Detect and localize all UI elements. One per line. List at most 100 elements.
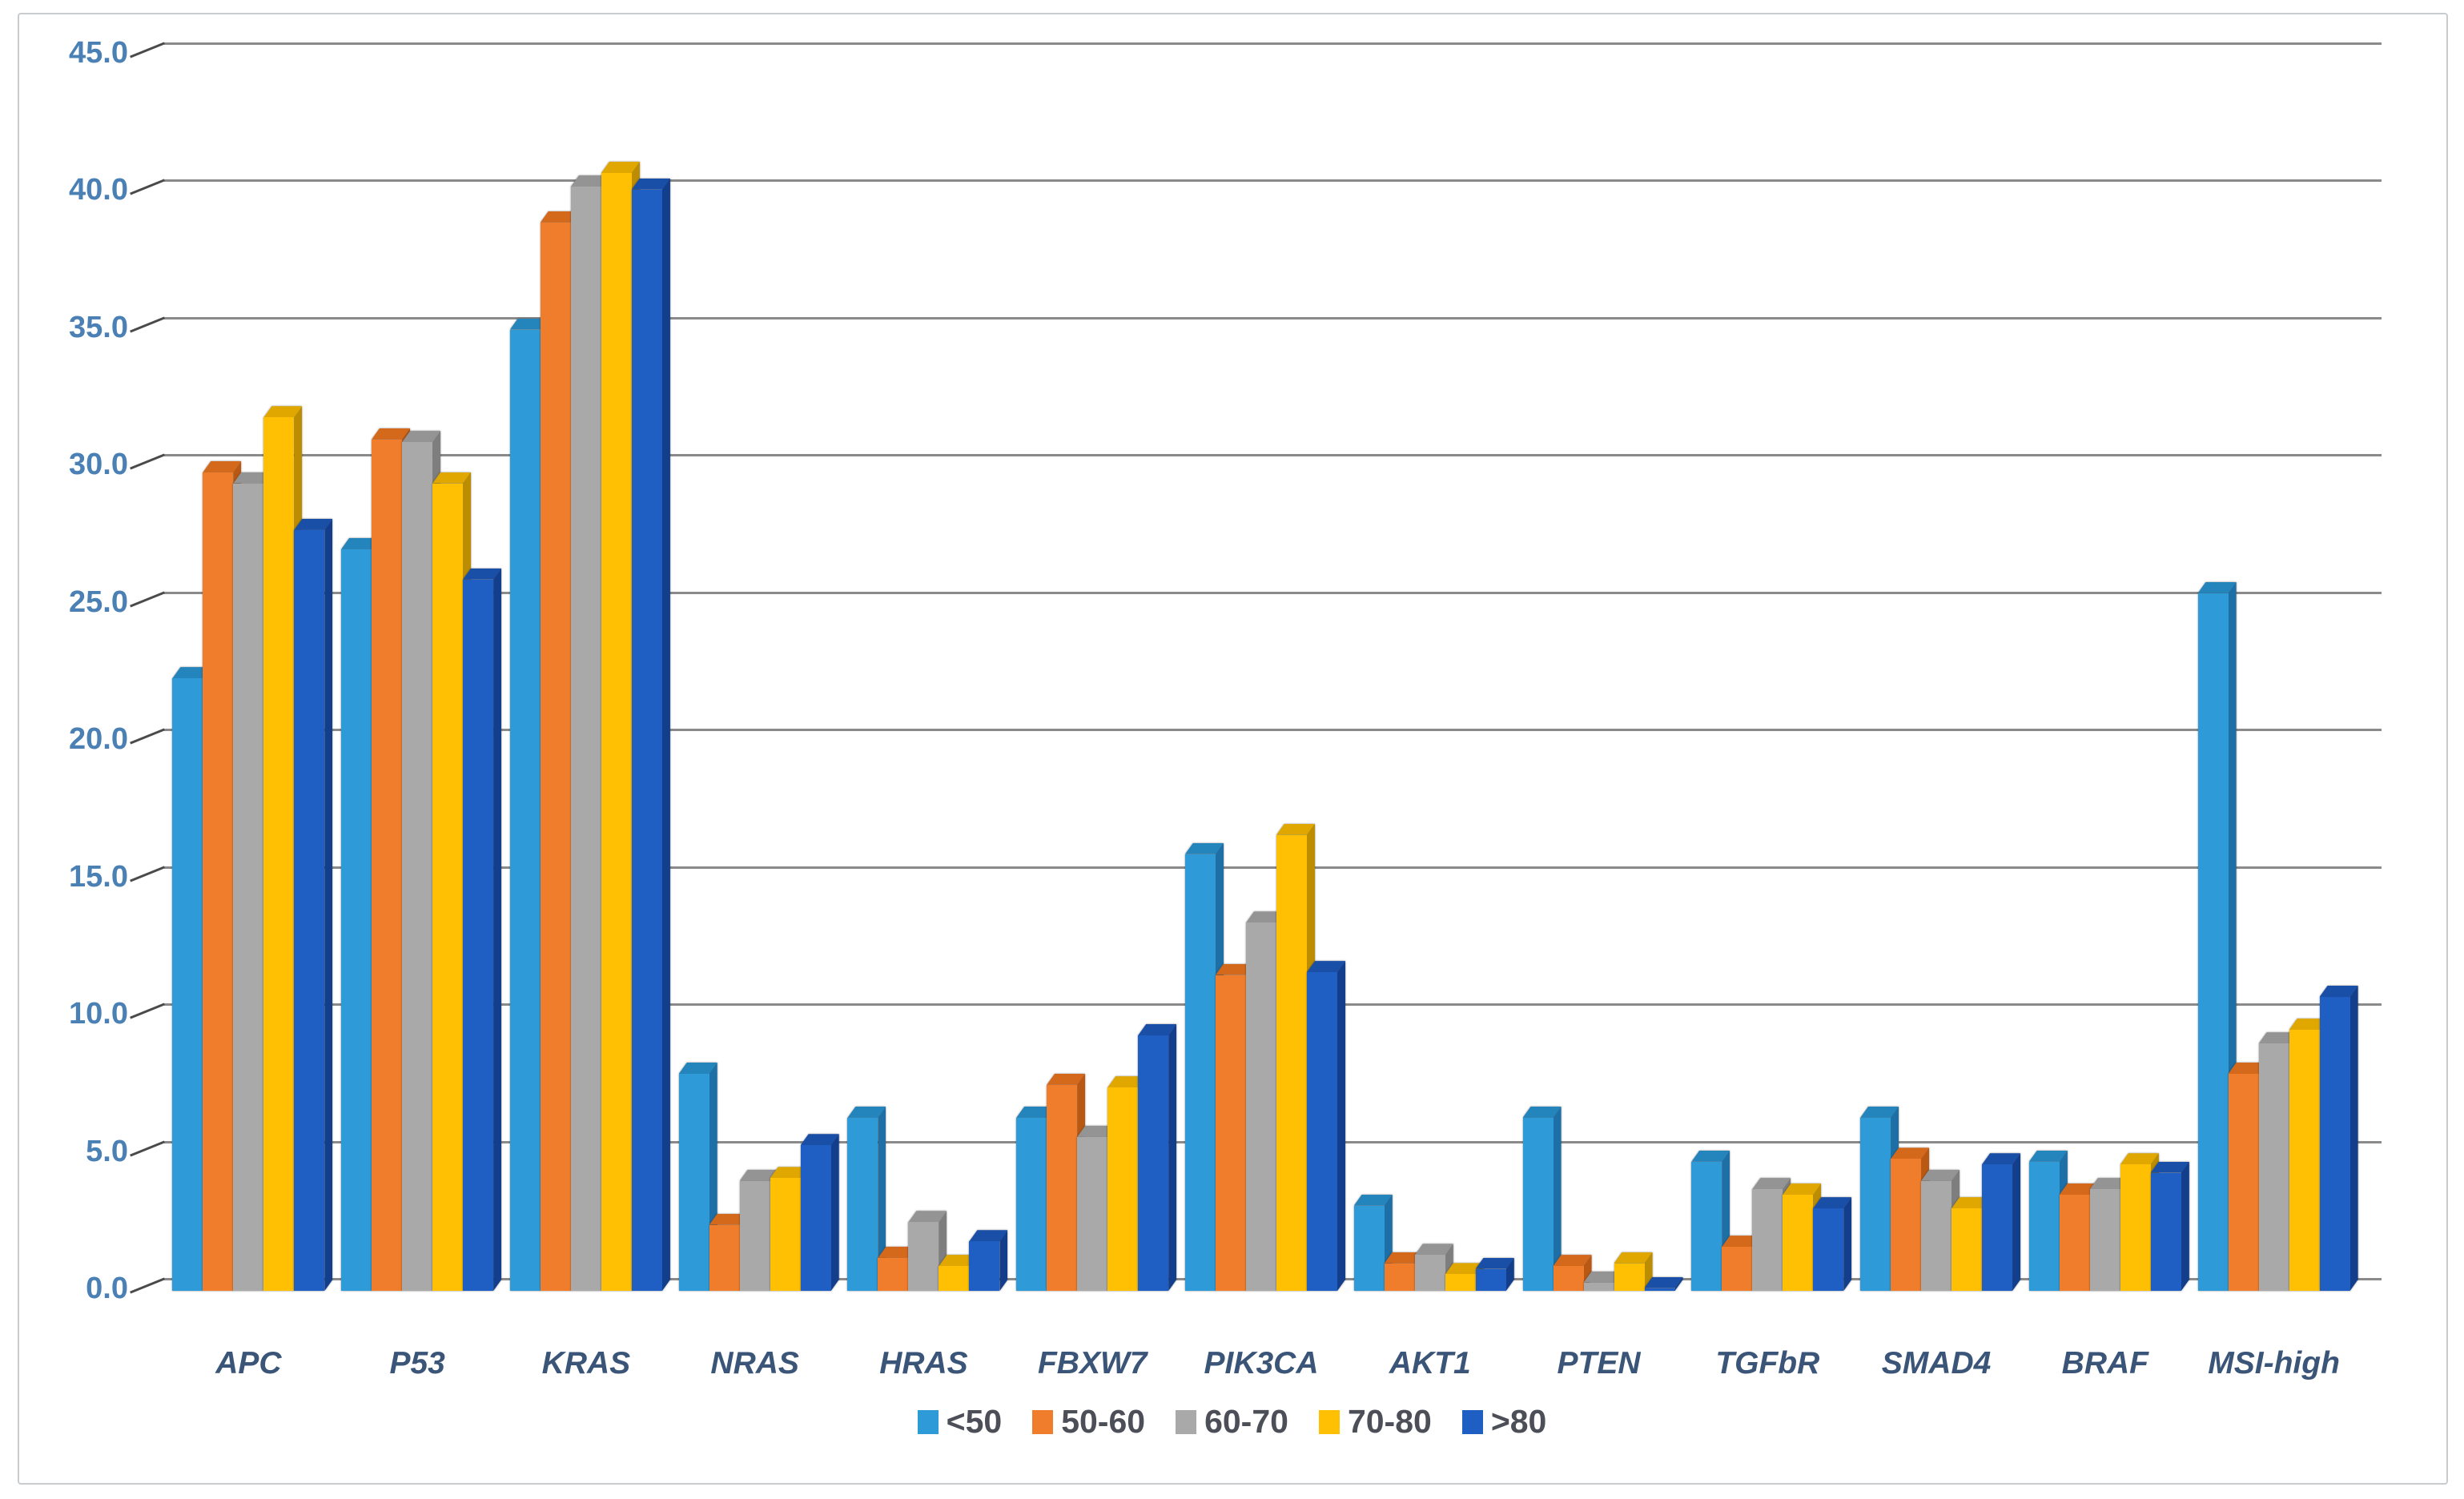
bar-AKT1-<50 <box>1353 1205 1385 1291</box>
x-category-label-PIK3CA: PIK3CA <box>1204 1346 1319 1380</box>
bar-PIK3CA-60-70 <box>1246 922 1276 1291</box>
figure-border <box>18 13 2448 1485</box>
bar-BRAF-50-60 <box>2059 1194 2090 1291</box>
bar-NRAS-70-80 <box>770 1178 801 1291</box>
axis-tick-25.0 <box>130 590 165 608</box>
bar-NRAS-60-70 <box>739 1180 770 1291</box>
gridline-25.0 <box>164 591 2382 594</box>
gridline-20.0 <box>164 729 2382 731</box>
y-tick-label: 35.0 <box>69 310 128 344</box>
x-category-label-AKT1: AKT1 <box>1389 1346 1471 1380</box>
x-category-label-HRAS: HRAS <box>879 1346 968 1380</box>
bar-TGFbR-50-60 <box>1722 1247 1753 1291</box>
x-category-label-PTEN: PTEN <box>1557 1346 1641 1380</box>
bar-KRAS->80 <box>631 189 662 1291</box>
axis-tick-15.0 <box>130 865 165 882</box>
bar-FBXW7-60-70 <box>1077 1136 1108 1291</box>
gridline-30.0 <box>164 454 2382 456</box>
x-category-label-FBXW7: FBXW7 <box>1037 1346 1148 1380</box>
legend-item-<50: <50 <box>917 1403 1003 1441</box>
bar-AKT1-50-60 <box>1384 1263 1415 1291</box>
bar-BRAF-<50 <box>2028 1161 2060 1291</box>
legend-label: 70-80 <box>1347 1403 1432 1440</box>
legend-label: >80 <box>1490 1403 1547 1440</box>
bar-SMAD4-50-60 <box>1891 1159 1922 1291</box>
bar-PIK3CA->80 <box>1307 972 1337 1291</box>
bar-P53->80 <box>463 579 494 1291</box>
bar-HRAS-70-80 <box>939 1266 970 1291</box>
y-tick-label: 40.0 <box>69 173 128 207</box>
bar-PIK3CA-50-60 <box>1216 975 1246 1291</box>
bar-FBXW7-50-60 <box>1047 1084 1078 1291</box>
x-category-label-APC: APC <box>215 1346 282 1380</box>
axis-tick-20.0 <box>130 728 165 745</box>
legend-label: 60-70 <box>1204 1403 1288 1440</box>
gridline-45.0 <box>164 42 2382 45</box>
bar-BRAF->80 <box>2150 1172 2181 1291</box>
bar-MSI-high-50-60 <box>2228 1074 2259 1291</box>
legend-item-60-70: 60-70 <box>1176 1403 1288 1441</box>
bar-P53-<50 <box>341 549 372 1291</box>
bar-HRAS-60-70 <box>908 1222 939 1291</box>
legend-swatch-icon <box>1461 1409 1483 1434</box>
axis-tick-30.0 <box>130 453 165 470</box>
bar-TGFbR->80 <box>1813 1208 1844 1291</box>
bar-NRAS-50-60 <box>709 1224 740 1291</box>
bar-TGFbR-60-70 <box>1752 1189 1783 1291</box>
bar-KRAS-70-80 <box>601 172 632 1291</box>
legend-item-70-80: 70-80 <box>1318 1403 1432 1441</box>
bar-KRAS-50-60 <box>540 222 571 1291</box>
bar-BRAF-60-70 <box>2089 1189 2120 1291</box>
bar-SMAD4-70-80 <box>1952 1208 1983 1291</box>
bar-FBXW7-<50 <box>1016 1117 1047 1291</box>
x-category-label-NRAS: NRAS <box>710 1346 799 1380</box>
bar-FBXW7->80 <box>1138 1035 1169 1291</box>
axis-tick-10.0 <box>130 1003 165 1019</box>
bar-MSI-high->80 <box>2319 996 2350 1291</box>
bar-SMAD4-60-70 <box>1921 1180 1952 1291</box>
bar-PIK3CA-70-80 <box>1276 834 1307 1291</box>
bar-AKT1-70-80 <box>1445 1274 1476 1291</box>
bar-KRAS-<50 <box>509 329 541 1291</box>
bar-P53-60-70 <box>402 442 433 1291</box>
legend-item-50-60: 50-60 <box>1032 1403 1145 1441</box>
bar-NRAS->80 <box>800 1145 831 1291</box>
axis-tick-5.0 <box>130 1139 165 1157</box>
axis-tick-40.0 <box>130 179 165 195</box>
legend-swatch-icon <box>917 1409 939 1434</box>
y-tick-label: 20.0 <box>69 722 128 756</box>
bar-PIK3CA-<50 <box>1185 854 1216 1291</box>
bar-P53-50-60 <box>372 439 403 1291</box>
bar-KRAS-60-70 <box>570 187 601 1291</box>
bar-HRAS->80 <box>969 1241 1000 1291</box>
y-tick-label: 45.0 <box>69 35 128 70</box>
legend-swatch-icon <box>1032 1409 1054 1434</box>
x-category-label-TGFbR: TGFbR <box>1715 1346 1820 1380</box>
x-category-label-SMAD4: SMAD4 <box>1881 1346 1992 1380</box>
x-category-label-KRAS: KRAS <box>541 1346 631 1380</box>
bar-AKT1-60-70 <box>1414 1255 1445 1291</box>
bar-PTEN-<50 <box>1522 1117 1554 1291</box>
y-tick-label: 15.0 <box>69 859 128 894</box>
y-tick-label: 0.0 <box>86 1272 128 1305</box>
gridline-15.0 <box>164 866 2382 869</box>
axis-tick-45.0 <box>130 41 165 58</box>
bar-HRAS-50-60 <box>878 1257 909 1291</box>
legend-label: <50 <box>946 1403 1003 1440</box>
bar-APC-<50 <box>172 678 203 1291</box>
bar-MSI-high-60-70 <box>2258 1043 2289 1291</box>
y-tick-label: 25.0 <box>69 585 128 619</box>
gridline-35.0 <box>164 316 2382 319</box>
legend: <50 50-60 60-70 70-80 >80 <box>0 1403 2464 1441</box>
x-category-label-P53: P53 <box>389 1346 445 1380</box>
legend-swatch-icon <box>1176 1409 1197 1434</box>
bar-FBXW7-70-80 <box>1107 1087 1139 1291</box>
bar-NRAS-<50 <box>678 1074 709 1291</box>
y-tick-label: 10.0 <box>69 997 128 1031</box>
bar-SMAD4-<50 <box>1860 1117 1891 1291</box>
axis-tick-35.0 <box>130 315 165 333</box>
legend-item->80: >80 <box>1461 1403 1547 1441</box>
bar-APC-60-70 <box>233 483 264 1291</box>
bar-MSI-high-<50 <box>2197 593 2229 1291</box>
